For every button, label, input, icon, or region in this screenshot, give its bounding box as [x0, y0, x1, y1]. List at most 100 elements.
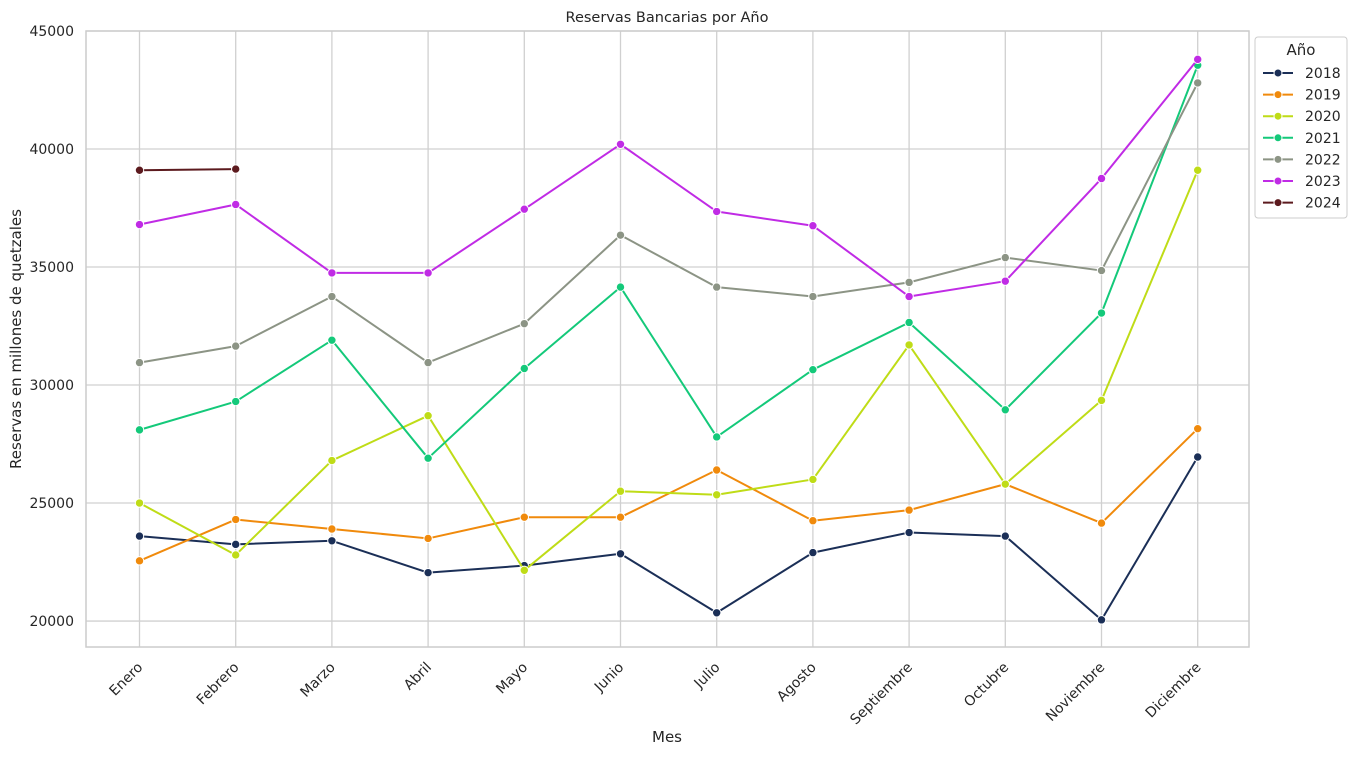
- data-point: [231, 550, 241, 560]
- legend-label: 2020: [1305, 109, 1341, 125]
- data-point: [904, 291, 914, 302]
- x-tick-label: Enero: [106, 660, 146, 700]
- data-point: [423, 357, 433, 368]
- legend-box: [1254, 36, 1348, 219]
- x-tick-label: Mayo: [493, 660, 531, 698]
- data-point: [1000, 531, 1010, 541]
- data-point: [1096, 518, 1107, 528]
- legend-item-2023: 2023: [1263, 174, 1341, 190]
- data-point: [712, 206, 722, 217]
- x-tick-label: Noviembre: [1043, 660, 1108, 725]
- legend-label: 2024: [1305, 196, 1341, 212]
- data-point: [231, 514, 241, 525]
- data-point: [1096, 395, 1107, 406]
- legend-label: 2023: [1305, 174, 1341, 190]
- series-line: [139, 168, 236, 172]
- x-tick-label: Octubre: [961, 660, 1012, 711]
- data-point: [1193, 423, 1203, 434]
- data-point: [712, 608, 722, 618]
- data-point: [231, 539, 241, 550]
- data-point: [519, 363, 529, 374]
- series-line: [139, 58, 1199, 298]
- data-point: [1193, 165, 1203, 175]
- data-point: [615, 282, 626, 292]
- data-point: [134, 556, 145, 566]
- x-tick-label: Junio: [591, 660, 627, 696]
- data-point: [231, 396, 241, 407]
- legend-swatch-marker: [1273, 90, 1283, 100]
- y-tick-label: 40000: [29, 142, 74, 158]
- plot-frame: [85, 30, 1250, 648]
- axes: Enero Febrero Marzo Abril Mayo Junio Julio Agos…: [29, 24, 1250, 729]
- series-line: [139, 64, 1199, 460]
- x-tick-label: Septiembre: [847, 660, 916, 729]
- data-point: [904, 277, 914, 288]
- data-point: [519, 512, 529, 522]
- data-point: [134, 219, 145, 230]
- series-2020: [134, 165, 1203, 575]
- y-tick-label: 30000: [29, 378, 74, 394]
- data-point: [808, 516, 818, 526]
- series-2022: [134, 78, 1203, 368]
- legend-swatch-marker: [1273, 111, 1283, 121]
- data-point: [1000, 479, 1010, 489]
- data-point: [1096, 265, 1107, 276]
- x-axis-label: Mes: [652, 728, 682, 746]
- data-point: [134, 498, 145, 508]
- data-point: [134, 425, 145, 435]
- series-2019: [134, 423, 1203, 566]
- series-2023: [134, 54, 1203, 302]
- data-point: [712, 465, 722, 475]
- data-point: [1193, 452, 1203, 462]
- data-point: [519, 318, 529, 329]
- y-axis-label: Reservas en millones de quetzales: [7, 209, 25, 469]
- data-point: [423, 567, 433, 578]
- legend-label: 2022: [1305, 152, 1341, 168]
- data-point: [327, 524, 337, 534]
- series-lines: [134, 54, 1203, 625]
- data-point: [519, 204, 529, 214]
- data-point: [904, 340, 914, 350]
- data-point: [1096, 173, 1107, 184]
- data-point: [1193, 54, 1203, 65]
- data-point: [808, 364, 818, 375]
- legend-label: 2021: [1305, 131, 1341, 147]
- data-point: [423, 268, 433, 278]
- data-point: [904, 527, 914, 538]
- data-point: [134, 357, 145, 368]
- data-point: [134, 531, 145, 541]
- data-point: [1000, 276, 1010, 286]
- legend-swatch-marker: [1273, 133, 1283, 143]
- legend-items: 2018 2019 2020 2021 2022 2023 2024: [1263, 66, 1341, 212]
- data-point: [615, 486, 626, 496]
- y-tick-label: 20000: [29, 614, 74, 630]
- data-point: [808, 221, 818, 231]
- legend-swatch-marker: [1273, 198, 1283, 208]
- data-point: [423, 453, 433, 463]
- x-tick-label: Diciembre: [1143, 660, 1205, 722]
- legend-label: 2019: [1305, 88, 1341, 104]
- series-2018: [134, 452, 1203, 625]
- data-point: [327, 291, 337, 302]
- data-point: [231, 164, 241, 174]
- data-point: [231, 199, 241, 210]
- data-point: [904, 317, 914, 328]
- x-tick-label: Marzo: [297, 660, 338, 701]
- legend-title: Año: [1287, 41, 1316, 59]
- series-2021: [134, 60, 1203, 463]
- y-tick-label: 45000: [29, 24, 74, 40]
- legend-item-2024: 2024: [1263, 196, 1341, 212]
- data-point: [808, 547, 818, 558]
- data-point: [1000, 405, 1010, 415]
- data-point: [1193, 78, 1203, 88]
- legend-swatch-marker: [1273, 176, 1283, 186]
- data-point: [423, 533, 433, 544]
- series-2024: [134, 164, 241, 175]
- chart-title: Reservas Bancarias por Año: [566, 10, 769, 26]
- x-tick-label: Febrero: [194, 660, 243, 709]
- legend-swatch-marker: [1273, 68, 1283, 78]
- data-point: [808, 474, 818, 485]
- data-point: [327, 268, 337, 278]
